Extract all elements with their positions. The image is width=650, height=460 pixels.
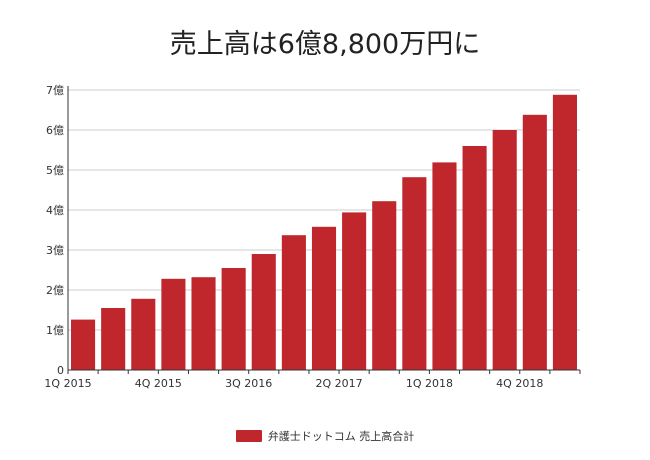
legend-label: 弁護士ドットコム 売上高合計 — [267, 430, 415, 443]
x-tick-label: 4Q 2015 — [135, 377, 182, 390]
y-tick-label: 5億 — [46, 164, 64, 177]
x-tick-label: 2Q 2017 — [315, 377, 362, 390]
bar — [552, 94, 577, 371]
y-tick-label: 7億 — [46, 84, 64, 97]
bar — [522, 114, 547, 370]
bar — [221, 268, 246, 370]
legend-swatch — [235, 430, 262, 442]
bar — [251, 254, 276, 370]
bar — [492, 130, 517, 370]
x-tick-label: 1Q 2015 — [44, 377, 91, 390]
y-tick-label: 3億 — [46, 244, 64, 257]
tick-labels: 0 1億 2億 3億 4億 5億 6億 7億 1Q 2015 4Q 2015 3Q 2016 2Q 2… — [44, 84, 543, 390]
bar — [191, 277, 216, 370]
bar — [101, 308, 126, 370]
bar — [402, 177, 427, 370]
bar — [161, 278, 186, 370]
bar — [281, 235, 306, 370]
legend: 弁護士ドットコム 売上高合計 — [0, 428, 650, 444]
y-tick-label: 0 — [57, 364, 64, 377]
x-tick-label: 4Q 2018 — [496, 377, 543, 390]
bar — [131, 298, 156, 370]
x-tick-label: 3Q 2016 — [225, 377, 272, 390]
bar — [372, 201, 397, 370]
bar — [71, 319, 96, 370]
y-tick-label: 4億 — [46, 204, 64, 217]
bar — [432, 162, 457, 370]
x-tick-label: 1Q 2018 — [406, 377, 453, 390]
y-tick-label: 6億 — [46, 124, 64, 137]
bars — [71, 94, 577, 371]
y-tick-label: 1億 — [46, 324, 64, 337]
bar — [342, 212, 367, 370]
axes — [67, 86, 581, 374]
bar — [311, 226, 337, 370]
chart-title: 売上高は6億8,800万円に — [169, 29, 481, 60]
y-tick-label: 2億 — [46, 284, 64, 297]
bar — [462, 146, 487, 370]
